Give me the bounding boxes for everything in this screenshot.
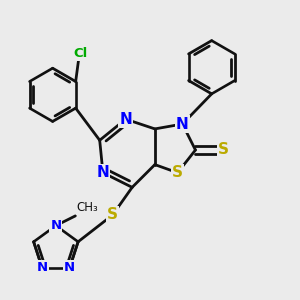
Text: N: N: [64, 261, 75, 274]
Text: N: N: [50, 219, 62, 232]
Text: N: N: [37, 261, 48, 274]
Text: N: N: [176, 116, 189, 131]
Text: Cl: Cl: [73, 47, 87, 60]
Text: N: N: [97, 165, 109, 180]
Text: S: S: [107, 207, 118, 222]
Text: N: N: [119, 112, 132, 127]
Text: S: S: [172, 165, 183, 180]
Text: S: S: [218, 142, 229, 158]
Text: CH₃: CH₃: [76, 201, 98, 214]
